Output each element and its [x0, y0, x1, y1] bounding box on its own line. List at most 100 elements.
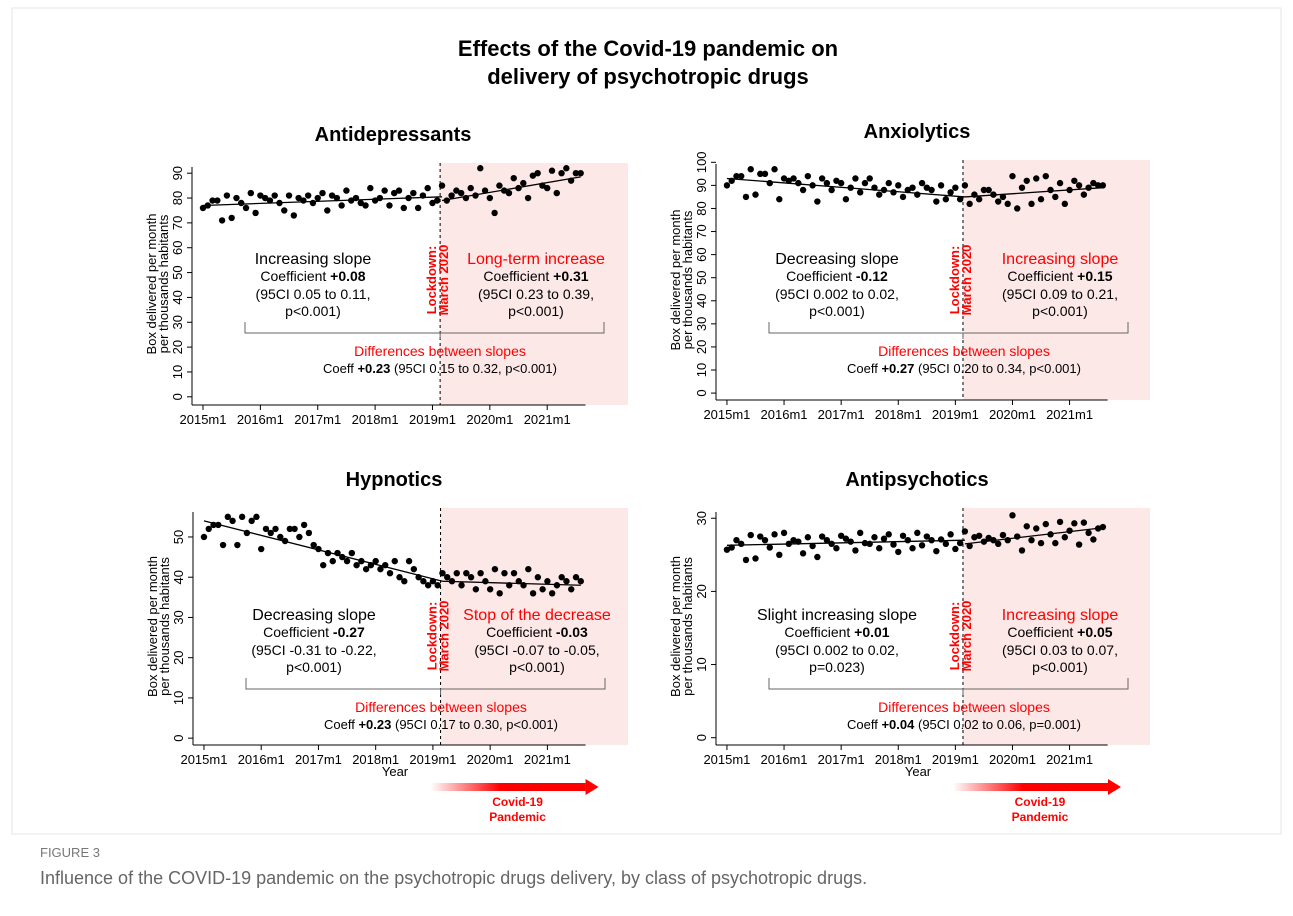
data-point [296, 533, 303, 541]
data-point [577, 169, 584, 177]
trend-line [726, 539, 965, 546]
data-point [525, 565, 532, 573]
trend-line [202, 196, 443, 207]
y-tick-label: 90 [694, 178, 709, 192]
data-point [947, 189, 954, 196]
data-point [937, 536, 945, 543]
note-p: p<0.001) [809, 303, 865, 319]
x-tick-label: 2015m1 [703, 752, 750, 767]
data-point [1056, 179, 1064, 187]
y-tick-label: 60 [694, 247, 709, 261]
data-point [1052, 193, 1059, 201]
y-tick-label: 100 [694, 151, 709, 173]
data-point [219, 541, 227, 549]
y-tick-label: 80 [170, 191, 185, 205]
y-tick-label: 0 [171, 735, 186, 742]
post-lockdown-shade [962, 160, 1150, 400]
data-point [329, 557, 336, 565]
y-tick-label: 10 [694, 363, 709, 377]
diff-coefficient: Coeff +0.23 (95CI 0.15 to 0.32, p<0.001) [323, 361, 557, 376]
data-point [477, 569, 484, 577]
data-point [999, 531, 1007, 539]
data-point [396, 574, 403, 581]
x-tick-label: 2020m1 [989, 407, 1036, 422]
pandemic-arrow-head [1107, 779, 1121, 795]
data-point [353, 561, 360, 569]
data-point [1018, 547, 1026, 554]
x-tick-label: 2017m1 [294, 412, 341, 427]
note-heading: Long-term increase [467, 251, 605, 268]
data-point [253, 513, 260, 521]
data-point [434, 197, 441, 204]
data-point [381, 187, 388, 194]
data-point [847, 538, 854, 545]
x-tick-label: 2019m1 [409, 752, 456, 767]
data-point [1071, 520, 1078, 527]
figure-label: FIGURE 3 [40, 845, 100, 860]
diff-coefficient: Coeff +0.27 (95CI 0.20 to 0.34, p<0.001) [847, 361, 1081, 376]
data-point [234, 541, 241, 549]
data-point [914, 191, 921, 198]
data-point [420, 578, 427, 585]
y-tick-label: 50 [171, 530, 186, 544]
data-point [529, 172, 537, 179]
x-tick-label: 2020m1 [466, 412, 513, 427]
data-point [975, 196, 983, 203]
y-axis-title: per thousands habitants [156, 214, 171, 353]
data-point [994, 198, 1002, 205]
data-point [267, 529, 274, 537]
y-tick-label: 90 [170, 166, 185, 180]
note-ci: (95CI -0.31 to -0.22, [251, 642, 376, 658]
data-point [238, 513, 246, 521]
data-point [414, 204, 422, 212]
data-point [1075, 541, 1083, 548]
data-point [472, 586, 480, 593]
data-point [386, 569, 394, 577]
data-point [1061, 200, 1069, 208]
data-point [1033, 525, 1040, 532]
data-point [247, 189, 255, 197]
data-point [209, 197, 216, 204]
post-lockdown-shade [440, 163, 628, 405]
y-axis-title: per thousands habitants [680, 210, 695, 349]
data-point [304, 192, 312, 199]
data-point [966, 200, 973, 208]
note-heading: Increasing slope [1002, 251, 1119, 268]
data-point [372, 557, 379, 565]
data-point [799, 186, 807, 194]
data-point [994, 540, 1002, 548]
x-tick-label: 2021m1 [1046, 752, 1093, 767]
note-heading: Increasing slope [1002, 607, 1119, 624]
panel-title: Hypnotics [346, 469, 443, 491]
data-point [463, 569, 470, 577]
data-point [1080, 519, 1088, 526]
diff-rest: (95CI 0.02 to 0.06, p=0.001) [914, 717, 1081, 732]
data-point [914, 529, 921, 537]
diff-heading: Differences between slopes [355, 699, 527, 715]
x-tick-label: 2017m1 [818, 407, 865, 422]
y-tick-label: 40 [694, 294, 709, 308]
data-point [258, 545, 265, 553]
data-point [980, 186, 988, 194]
data-point [818, 533, 826, 540]
data-point [281, 207, 288, 214]
note-heading: Decreasing slope [775, 251, 899, 268]
data-point [918, 542, 926, 549]
data-point [909, 184, 916, 191]
y-tick-label: 40 [170, 290, 185, 304]
data-point [757, 170, 764, 178]
diff-heading: Differences between slopes [878, 343, 1050, 359]
data-point [837, 179, 845, 187]
data-point [804, 172, 812, 180]
data-point [291, 525, 298, 533]
data-point [837, 532, 845, 539]
data-point [876, 545, 883, 552]
trend-line [441, 176, 581, 202]
lockdown-label: March 2020 [437, 601, 452, 672]
data-point [761, 170, 769, 178]
y-tick-label: 70 [694, 224, 709, 238]
note-coefficient: Coefficient -0.27 [263, 624, 365, 640]
data-point [362, 202, 369, 209]
data-point [558, 169, 565, 177]
data-point [362, 565, 370, 573]
